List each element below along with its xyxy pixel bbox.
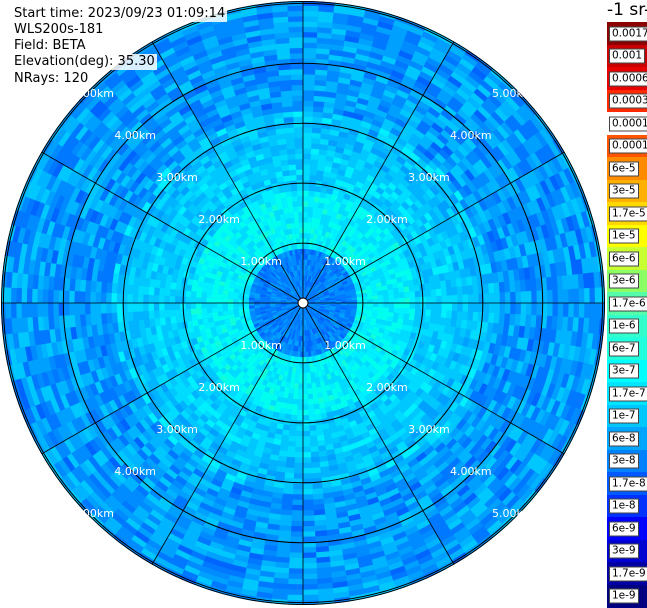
range-label: 4.00km (114, 465, 156, 478)
range-labels: 1.00km 1.00km 1.00km 1.00km 2.00km 2.00km 2.00… (72, 87, 533, 520)
legend-swatch: 0.0017 (607, 22, 647, 45)
legend-swatch: 1.7e-8 (607, 472, 647, 495)
legend-label: 1.7e-8 (609, 476, 647, 491)
legend-swatch: 6e-6 (607, 247, 647, 270)
legend-swatch: 1e-9 (607, 584, 647, 608)
legend-label: 6e-8 (609, 431, 639, 446)
legend-label: 6e-7 (609, 341, 639, 356)
legend-swatch: 1e-5 (607, 224, 647, 248)
legend-label: 3e-8 (609, 453, 639, 469)
range-label: 1.00km (324, 339, 366, 352)
range-label: 5.00km (492, 87, 534, 100)
legend-label: 0.0001 (609, 138, 647, 154)
legend-swatch: 1.7e-7 (607, 382, 647, 405)
legend-swatch: 0.0006 (607, 67, 647, 90)
range-label: 3.00km (156, 423, 198, 436)
legend-label: 1e-7 (609, 408, 639, 424)
legend-label: 0.0003 (609, 93, 647, 109)
ppi-plot: 1.00km 1.00km 1.00km 1.00km 2.00km 2.00km 2.00… (1, 1, 605, 605)
legend-swatch: 1e-6 (607, 314, 647, 338)
spoke-30 (302, 41, 455, 304)
legend-label: 3e-6 (609, 273, 639, 289)
legend-swatch: 1e-8 (607, 494, 647, 518)
legend-swatch: 0.0001 (607, 134, 647, 158)
range-label: 4.00km (450, 129, 492, 142)
legend-label: 3e-7 (609, 363, 639, 379)
center-marker (297, 297, 309, 309)
range-label: 5.00km (492, 507, 534, 520)
spoke-210 (151, 302, 304, 565)
field-label: Field: BETA (12, 38, 88, 54)
legend-label: 1e-5 (609, 228, 639, 244)
legend-label: 0.0017 (609, 26, 647, 41)
legend-swatch: 6e-8 (607, 427, 647, 450)
color-legend: 0.0017 0.001 0.0006 0.0003 0.00017 0.0001 6e-5… (607, 22, 647, 608)
legend-label: 0.0006 (609, 71, 647, 86)
legend-swatch: 6e-5 (607, 157, 647, 180)
range-label: 3.00km (408, 423, 450, 436)
legend-swatch: 6e-9 (607, 517, 647, 540)
legend-label: 1e-8 (609, 498, 639, 514)
legend-swatch: 1.7e-5 (607, 202, 647, 225)
legend-label: 3e-9 (609, 543, 639, 559)
legend-swatch: 3e-7 (607, 359, 647, 383)
legend-swatch: 0.00017 (607, 112, 647, 135)
legend-label: 1.7e-9 (609, 566, 647, 581)
range-label: 2.00km (366, 213, 408, 226)
start-time-label: Start time: 2023/09/23 01:09:14 (12, 6, 228, 22)
range-label: 2.00km (198, 213, 240, 226)
legend-label: 1.7e-5 (609, 206, 647, 221)
range-label: 4.00km (114, 129, 156, 142)
legend-swatch: 1.7e-6 (607, 292, 647, 315)
range-label: 1.00km (240, 339, 282, 352)
range-label: 3.00km (156, 171, 198, 184)
instrument-label: WLS200s-181 (12, 22, 106, 38)
legend-swatch: 3e-9 (607, 539, 647, 563)
range-label: 4.00km (450, 465, 492, 478)
nrays-label: NRays: 120 (12, 71, 91, 87)
legend-label: 1e-9 (609, 588, 639, 604)
legend-swatch: 3e-5 (607, 179, 647, 203)
legend-label: 1.7e-7 (609, 386, 647, 401)
legend-swatch: 3e-8 (607, 449, 647, 473)
spoke-120 (302, 302, 565, 455)
legend-units: -1 sr-1 (607, 0, 647, 20)
legend-label: 3e-5 (609, 183, 639, 199)
legend-label: 6e-5 (609, 161, 639, 176)
legend-swatch: 6e-7 (607, 337, 647, 360)
range-label: 3.00km (408, 171, 450, 184)
legend-swatch: 1e-7 (607, 404, 647, 428)
spoke-330 (151, 41, 304, 304)
legend-label: 1e-6 (609, 318, 639, 334)
spoke-300 (41, 151, 304, 304)
range-label: 1.00km (240, 255, 282, 268)
azimuth-spokes (1, 1, 605, 605)
legend-label: 0.00017 (609, 116, 647, 131)
legend-label: 6e-6 (609, 251, 639, 266)
spoke-60 (302, 151, 565, 304)
legend-label: 0.001 (609, 48, 646, 64)
legend-swatch: 1.7e-9 (607, 562, 647, 585)
elevation-label: Elevation(deg): 35.30 (12, 54, 157, 70)
range-label: 2.00km (366, 381, 408, 394)
spoke-240 (41, 302, 304, 455)
range-label: 1.00km (324, 255, 366, 268)
range-label: 5.00km (72, 507, 114, 520)
range-label: 2.00km (198, 381, 240, 394)
range-label: 5.00km (72, 87, 114, 100)
legend-swatch: 0.0003 (607, 89, 647, 113)
spoke-150 (302, 302, 455, 565)
legend-label: 1.7e-6 (609, 296, 647, 311)
legend-swatch: 0.001 (607, 44, 647, 68)
legend-label: 6e-9 (609, 521, 639, 536)
legend-swatch: 3e-6 (607, 269, 647, 293)
